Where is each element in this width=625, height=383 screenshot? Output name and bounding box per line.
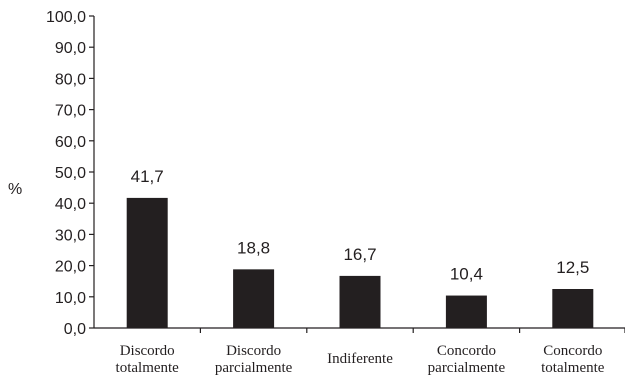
- y-axis-title: %: [8, 181, 22, 198]
- y-axis: 0,0 10,0 20,0 30,0 40,0 50,0 60,0 70,0 80,0 90,0 1…: [46, 9, 95, 338]
- data-label: 18,8: [237, 238, 270, 257]
- y-tick-label: 100,0: [46, 9, 86, 26]
- y-tick-label: 30,0: [55, 227, 86, 244]
- y-tick-label: 90,0: [55, 40, 86, 57]
- y-tick-label: 70,0: [55, 103, 86, 120]
- bars: [126, 197, 594, 328]
- y-tick-label: 50,0: [55, 165, 86, 182]
- y-tick-label: 60,0: [55, 134, 86, 151]
- category-label: Discordo: [120, 343, 175, 359]
- category-label: totalmente: [541, 360, 605, 376]
- data-label: 41,7: [131, 167, 164, 186]
- category-labels: DiscordototalmenteDiscordoparcialmenteIn…: [116, 343, 605, 376]
- category-label: totalmente: [116, 360, 180, 376]
- category-label: parcialmente: [428, 360, 506, 376]
- y-tick-label: 80,0: [55, 71, 86, 88]
- category-label: Indiferente: [327, 351, 393, 367]
- category-label: Concordo: [437, 343, 496, 359]
- y-tick-label: 20,0: [55, 259, 86, 276]
- data-labels: 41,7 18,8 16,7 10,4 12,5: [131, 167, 590, 284]
- data-label: 16,7: [343, 245, 376, 264]
- x-axis: [94, 327, 625, 333]
- category-label: parcialmente: [215, 360, 293, 376]
- data-label: 10,4: [450, 265, 483, 284]
- y-tick-label: 40,0: [55, 196, 86, 213]
- data-label: 12,5: [556, 258, 589, 277]
- bar: [445, 295, 487, 328]
- bar: [552, 289, 594, 328]
- category-label: Discordo: [226, 343, 281, 359]
- category-label: Concordo: [543, 343, 602, 359]
- bar: [339, 275, 381, 328]
- y-tick-label: 10,0: [55, 290, 86, 307]
- bar: [233, 269, 275, 328]
- bar: [126, 197, 168, 328]
- y-tick-label: 0,0: [64, 321, 86, 338]
